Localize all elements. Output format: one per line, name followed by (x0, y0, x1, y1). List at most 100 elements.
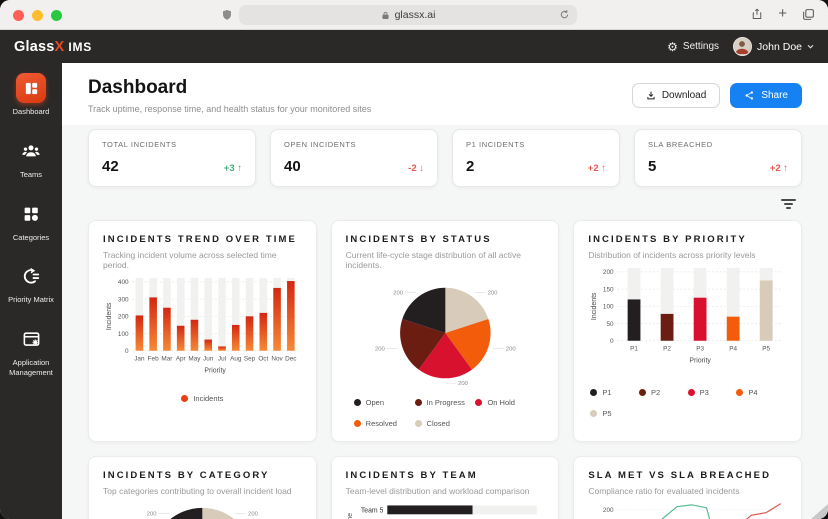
svg-text:P3: P3 (697, 345, 705, 352)
url-text: glassx.ai (394, 9, 436, 21)
svg-text:200: 200 (147, 512, 158, 518)
chart-legend: Incidents (103, 394, 302, 403)
svg-text:Jan: Jan (134, 355, 145, 362)
filter-icon[interactable] (781, 199, 796, 209)
download-icon (647, 91, 655, 100)
download-button[interactable]: Download (631, 83, 721, 108)
new-tab-icon[interactable]: + (778, 5, 787, 22)
tab-overview-icon[interactable] (802, 8, 815, 21)
legend-item: Open (353, 398, 415, 407)
sidebar-item-dashboard[interactable]: Dashboard (1, 73, 61, 117)
incidents-by-team-hbar-chart: Team 5Team 4Team 3Team Name (347, 505, 537, 519)
svg-text:100: 100 (603, 303, 614, 310)
chart-title: INCIDENTS BY STATUS (345, 233, 492, 245)
stat-label: P1 INCIDENTS (466, 140, 525, 149)
chart-title: SLA MET VS SLA BREACHED (588, 469, 772, 481)
sidebar-item-categories[interactable]: Categories (1, 199, 61, 243)
svg-text:200: 200 (375, 346, 386, 352)
stat-delta: +3 ↑ (223, 163, 242, 174)
logo-suffix: IMS (68, 39, 93, 54)
stat-label: SLA BREACHED (648, 140, 713, 149)
minimize-window-button[interactable] (32, 10, 43, 21)
chart-subtitle: Current life-cycle stage distribution of… (345, 249, 521, 270)
chart-card-sla-met-vs-breached: SLA MET VS SLA BREACHED Compliance ratio… (573, 455, 802, 519)
stat-value: 2 (466, 158, 475, 175)
svg-text:Jul: Jul (218, 355, 226, 362)
gear-icon: ⚙ (667, 39, 678, 54)
app-navbar: GlassX IMS ⚙ Settings John Doe (0, 30, 828, 63)
logo-glass: Glass (14, 38, 55, 55)
svg-text:Priority: Priority (204, 367, 226, 374)
svg-text:400: 400 (118, 279, 129, 286)
close-window-button[interactable] (13, 10, 24, 21)
legend-item: In Progress (414, 398, 476, 407)
chrome-toolbar-right: + (751, 5, 815, 22)
stats-row: TOTAL INCIDENTS 42 +3 ↑ OPEN INCIDENTS 4… (62, 125, 828, 187)
application-management-icon (16, 324, 46, 354)
logo-x: X (54, 38, 65, 55)
svg-text:50: 50 (607, 321, 615, 328)
svg-text:0: 0 (610, 338, 614, 345)
svg-text:100: 100 (118, 331, 129, 338)
page-subtitle: Track uptime, response time, and health … (88, 104, 372, 114)
legend-item: Closed (414, 419, 476, 428)
stat-card-open-incidents: OPEN INCIDENTS 40 -2 ↓ (270, 129, 438, 187)
sidebar: Dashboard Teams Categories Priority Matr… (0, 63, 62, 519)
svg-text:Apr: Apr (176, 355, 187, 362)
legend-item: P2 (638, 388, 688, 397)
page-title: Dashboard (88, 77, 188, 98)
charts-grid: INCIDENTS TREND OVER TIME Tracking incid… (62, 209, 828, 519)
page-header: Dashboard Track uptime, response time, a… (62, 63, 828, 125)
svg-text:200: 200 (505, 346, 516, 352)
stat-value: 42 (102, 158, 119, 175)
app-logo: GlassX IMS (14, 39, 92, 55)
incidents-by-status-pie-chart: 200 200 200 200 200 (375, 287, 516, 387)
legend-item: P5 (590, 409, 639, 418)
chevron-down-icon (807, 44, 814, 49)
sidebar-item-application-management[interactable]: Application Management (1, 324, 61, 378)
chart-card-incidents-trend: INCIDENTS TREND OVER TIME Tracking incid… (88, 219, 317, 442)
stat-label: OPEN INCIDENTS (284, 140, 357, 149)
svg-text:200: 200 (487, 290, 498, 296)
svg-text:150: 150 (603, 286, 614, 293)
user-menu[interactable]: John Doe (733, 37, 814, 56)
svg-text:200: 200 (248, 512, 259, 518)
chart-card-incidents-by-priority: INCIDENTS BY PRIORITY Distribution of in… (573, 219, 802, 442)
stat-value: 40 (284, 158, 301, 175)
sidebar-item-priority-matrix[interactable]: Priority Matrix (1, 261, 61, 305)
svg-text:Feb: Feb (148, 355, 159, 362)
privacy-shield-icon[interactable] (221, 8, 233, 27)
chart-card-incidents-by-category: INCIDENTS BY CATEGORY Top categories con… (88, 455, 317, 519)
sidebar-label: Categories (12, 232, 50, 242)
svg-text:300: 300 (118, 296, 129, 303)
stat-card-sla-breached: SLA BREACHED 5 +2 ↑ (634, 129, 802, 187)
chart-title: INCIDENTS BY PRIORITY (588, 233, 747, 245)
sla-line-chart: 050100150200Incidents (603, 503, 782, 519)
sidebar-label: Teams (19, 169, 43, 179)
chart-title: INCIDENTS BY CATEGORY (103, 469, 270, 481)
chart-subtitle: Compliance ratio for evaluated incidents (588, 485, 740, 496)
user-name: John Doe (757, 40, 802, 53)
zoom-window-button[interactable] (51, 10, 62, 21)
svg-text:Incidents: Incidents (591, 292, 598, 320)
svg-text:0: 0 (125, 348, 129, 355)
svg-text:Team 5: Team 5 (360, 507, 383, 514)
share-icon (745, 91, 754, 100)
legend-item: Resolved (353, 419, 415, 428)
svg-text:Sep: Sep (244, 355, 256, 362)
refresh-icon[interactable] (559, 9, 570, 23)
share-label: Share (761, 90, 788, 101)
svg-text:200: 200 (118, 313, 129, 320)
share-button[interactable]: Share (730, 83, 802, 108)
svg-text:P1: P1 (630, 345, 638, 352)
share-page-icon[interactable] (751, 7, 763, 21)
main-content: Dashboard Track uptime, response time, a… (62, 63, 828, 519)
chart-subtitle: Distribution of incidents across priorit… (588, 249, 756, 260)
address-bar[interactable]: glassx.ai (239, 5, 577, 25)
chart-title: INCIDENTS TREND OVER TIME (103, 233, 297, 245)
sidebar-item-teams[interactable]: Teams (1, 136, 61, 180)
incidents-by-priority-bar-chart: 0 50 100 150 200 P1 P2 P3 P4 P5 Priority Incidents (591, 267, 784, 364)
settings-button[interactable]: ⚙ Settings (667, 41, 719, 53)
settings-label: Settings (682, 41, 720, 52)
svg-text:P2: P2 (663, 345, 671, 352)
